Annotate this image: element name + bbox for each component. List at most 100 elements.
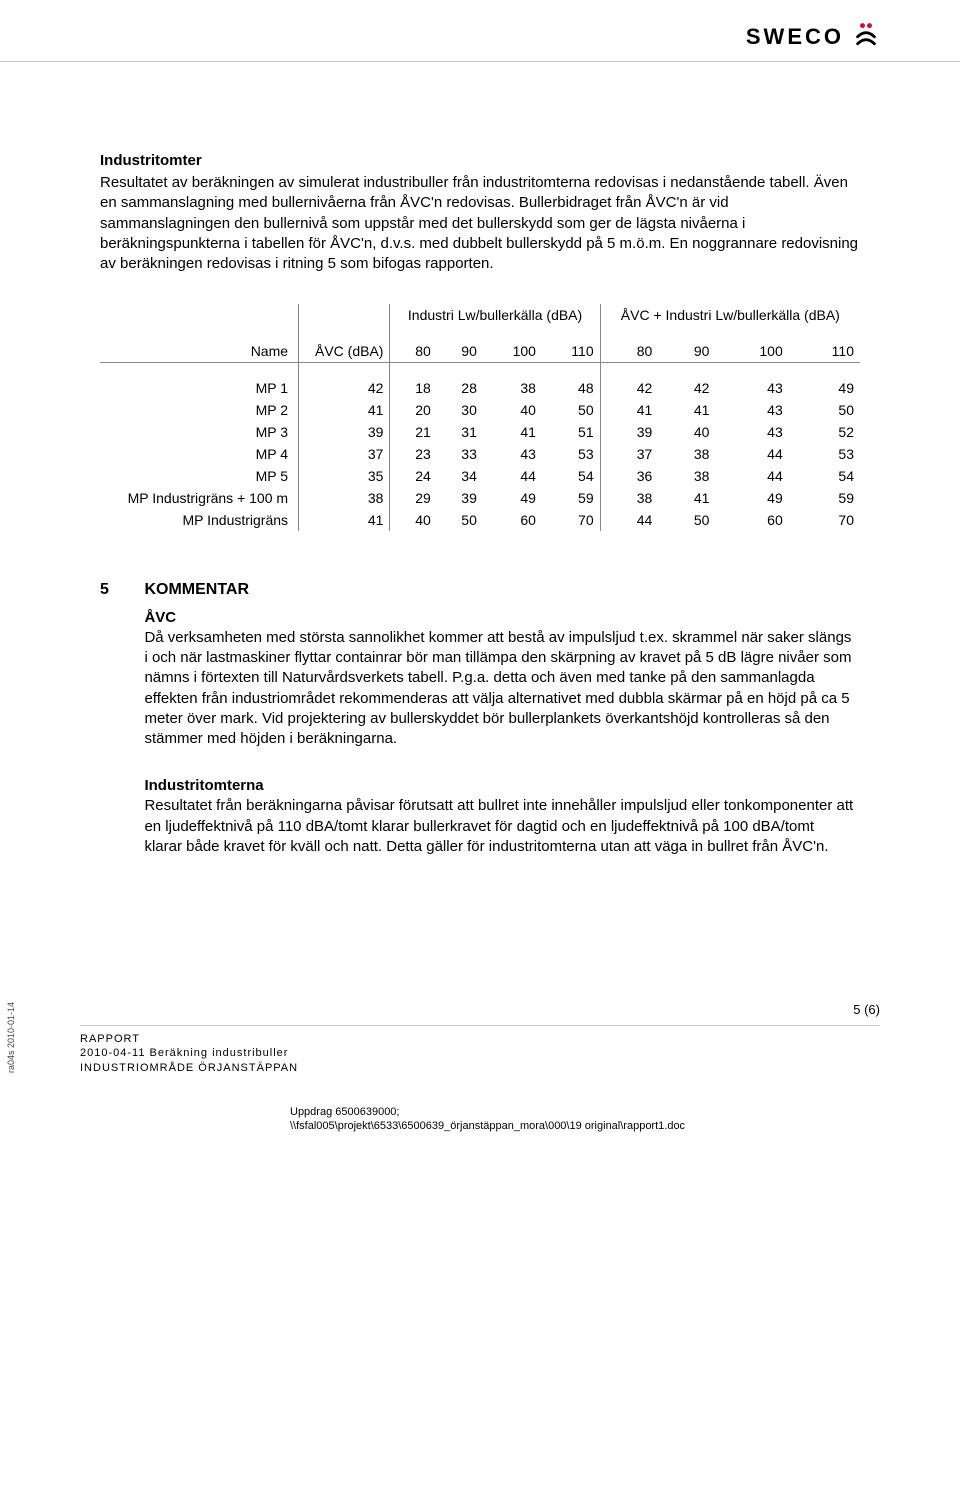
col-b1: 90 bbox=[658, 340, 715, 363]
side-stamp: ra04s 2010-01-14 bbox=[6, 1002, 16, 1073]
table-cell: 70 bbox=[542, 509, 600, 531]
page-content: Industritomter Resultatet av beräkningen… bbox=[0, 152, 960, 885]
page-number: 5 (6) bbox=[853, 1002, 880, 1017]
table-cell: 60 bbox=[483, 509, 542, 531]
table-cell: 41 bbox=[600, 399, 658, 421]
section-industritomter: Industritomter Resultatet av beräkningen… bbox=[100, 152, 860, 274]
table-cell: 60 bbox=[715, 509, 788, 531]
table-cell: 41 bbox=[483, 421, 542, 443]
table-row: MP 2412030405041414350 bbox=[100, 399, 860, 421]
table-cell: 28 bbox=[437, 377, 483, 399]
table-cell: 42 bbox=[299, 377, 390, 399]
section-number: 5 bbox=[100, 581, 140, 599]
table-row: MP 3392131415139404352 bbox=[100, 421, 860, 443]
avc-title: ÅVC bbox=[144, 609, 854, 626]
table-cell: 43 bbox=[715, 377, 788, 399]
footer-sub: Uppdrag 6500639000; \\fsfal005\projekt\6… bbox=[80, 1105, 880, 1134]
table-cell: 24 bbox=[390, 465, 437, 487]
noise-table: Industri Lw/bullerkälla (dBA) ÅVC + Indu… bbox=[100, 304, 860, 531]
table-cell: 21 bbox=[390, 421, 437, 443]
table-cell: MP 4 bbox=[100, 443, 299, 465]
table-row: MP Industrigräns + 100 m3829394959384149… bbox=[100, 487, 860, 509]
col-b3: 110 bbox=[789, 340, 860, 363]
section-title: Industritomter bbox=[100, 152, 860, 169]
table-cell: 59 bbox=[789, 487, 860, 509]
table-cell: 40 bbox=[658, 421, 715, 443]
table-cell: 70 bbox=[789, 509, 860, 531]
table-cell: 50 bbox=[789, 399, 860, 421]
table-cell: 36 bbox=[600, 465, 658, 487]
table-row: MP 1421828384842424349 bbox=[100, 377, 860, 399]
col-a3: 110 bbox=[542, 340, 600, 363]
footer-l1: RAPPORT bbox=[80, 1032, 880, 1046]
table-cell: 20 bbox=[390, 399, 437, 421]
table-cell: 50 bbox=[658, 509, 715, 531]
table-cell: 54 bbox=[789, 465, 860, 487]
kommentar-section: 5 KOMMENTAR ÅVC Då verksamheten med stör… bbox=[100, 581, 860, 885]
group2-label: ÅVC + Industri Lw/bullerkälla (dBA) bbox=[600, 304, 860, 326]
table-cell: 49 bbox=[789, 377, 860, 399]
table-cell: 44 bbox=[715, 443, 788, 465]
table-cell: 49 bbox=[715, 487, 788, 509]
table-cell: 35 bbox=[299, 465, 390, 487]
table-cell: 39 bbox=[600, 421, 658, 443]
table-cell: 54 bbox=[542, 465, 600, 487]
table-cell: 59 bbox=[542, 487, 600, 509]
column-header-row: Name ÅVC (dBA) 80 90 100 110 80 90 100 1… bbox=[100, 340, 860, 363]
data-table-wrap: Industri Lw/bullerkälla (dBA) ÅVC + Indu… bbox=[100, 304, 860, 531]
col-name: Name bbox=[100, 340, 299, 363]
table-cell: 42 bbox=[658, 377, 715, 399]
footer-s1: Uppdrag 6500639000; bbox=[290, 1105, 880, 1119]
sweco-logo: SWECO bbox=[746, 20, 880, 53]
table-row: MP Industrigräns414050607044506070 bbox=[100, 509, 860, 531]
table-cell: MP 1 bbox=[100, 377, 299, 399]
table-cell: 38 bbox=[600, 487, 658, 509]
table-cell: MP Industrigräns + 100 m bbox=[100, 487, 299, 509]
page-footer: 5 (6) RAPPORT 2010-04-11 Beräkning indus… bbox=[80, 1025, 880, 1133]
table-cell: 43 bbox=[715, 399, 788, 421]
table-cell: 44 bbox=[483, 465, 542, 487]
table-cell: 38 bbox=[483, 377, 542, 399]
footer-l2: 2010-04-11 Beräkning industribuller bbox=[80, 1046, 880, 1060]
col-b2: 100 bbox=[715, 340, 788, 363]
section-para: Resultatet av beräkningen av simulerat i… bbox=[100, 173, 860, 274]
footer-s2: \\fsfal005\projekt\6533\6500639_örjanstä… bbox=[290, 1119, 880, 1133]
table-cell: 37 bbox=[299, 443, 390, 465]
table-cell: 34 bbox=[437, 465, 483, 487]
col-b0: 80 bbox=[600, 340, 658, 363]
avc-para: Då verksamheten med största sannolikhet … bbox=[144, 628, 854, 750]
logo-text: SWECO bbox=[746, 24, 844, 50]
table-cell: MP 3 bbox=[100, 421, 299, 443]
table-cell: 33 bbox=[437, 443, 483, 465]
table-cell: 41 bbox=[658, 399, 715, 421]
footer-l3: INDUSTRIOMRÅDE ÖRJANSTÄPPAN bbox=[80, 1061, 880, 1075]
table-row: MP 4372333435337384453 bbox=[100, 443, 860, 465]
col-a2: 100 bbox=[483, 340, 542, 363]
kommentar-title: KOMMENTAR bbox=[144, 581, 854, 599]
table-cell: 43 bbox=[483, 443, 542, 465]
table-row: MP 5352434445436384454 bbox=[100, 465, 860, 487]
table-cell: 52 bbox=[789, 421, 860, 443]
table-cell: 43 bbox=[715, 421, 788, 443]
table-cell: 44 bbox=[600, 509, 658, 531]
table-cell: MP 5 bbox=[100, 465, 299, 487]
table-cell: 38 bbox=[658, 443, 715, 465]
table-cell: 38 bbox=[658, 465, 715, 487]
table-cell: 44 bbox=[715, 465, 788, 487]
footer-block: RAPPORT 2010-04-11 Beräkning industribul… bbox=[80, 1032, 880, 1075]
group1-label: Industri Lw/bullerkälla (dBA) bbox=[390, 304, 600, 326]
table-cell: 30 bbox=[437, 399, 483, 421]
industritomterna-title: Industritomterna bbox=[144, 777, 854, 794]
group-header-row: Industri Lw/bullerkälla (dBA) ÅVC + Indu… bbox=[100, 304, 860, 326]
table-cell: 39 bbox=[437, 487, 483, 509]
table-cell: 51 bbox=[542, 421, 600, 443]
table-cell: 41 bbox=[658, 487, 715, 509]
table-cell: MP 2 bbox=[100, 399, 299, 421]
logo-icon bbox=[852, 20, 880, 53]
table-cell: 39 bbox=[299, 421, 390, 443]
table-cell: 49 bbox=[483, 487, 542, 509]
table-cell: 48 bbox=[542, 377, 600, 399]
table-cell: 31 bbox=[437, 421, 483, 443]
table-cell: 18 bbox=[390, 377, 437, 399]
table-cell: 37 bbox=[600, 443, 658, 465]
